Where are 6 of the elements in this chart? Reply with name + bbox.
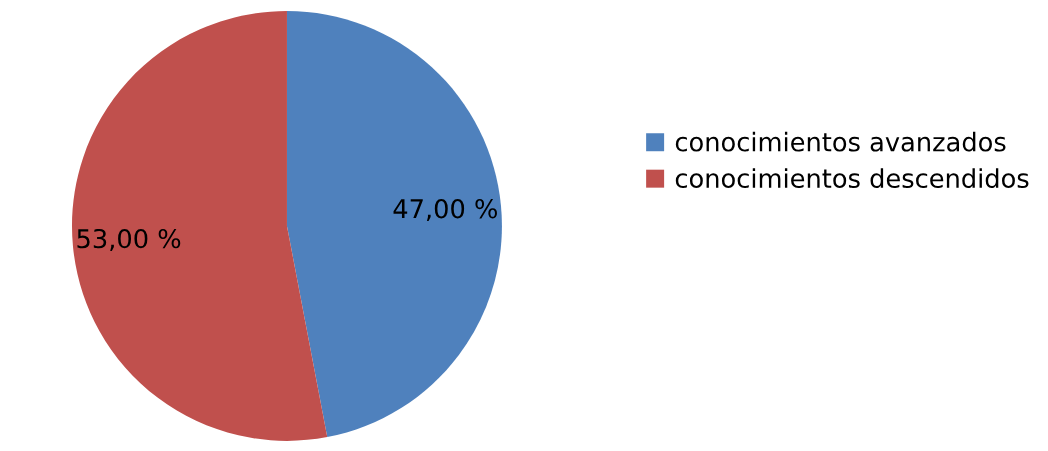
data-label: 47,00 % <box>393 198 497 222</box>
legend-label: conocimientos descendidos <box>675 168 1029 189</box>
pie-slice <box>72 10 328 441</box>
pie-slice <box>286 10 502 438</box>
data-label: 53,00 % <box>77 228 181 251</box>
legend-label: conocimientos avanzados <box>675 131 1006 152</box>
